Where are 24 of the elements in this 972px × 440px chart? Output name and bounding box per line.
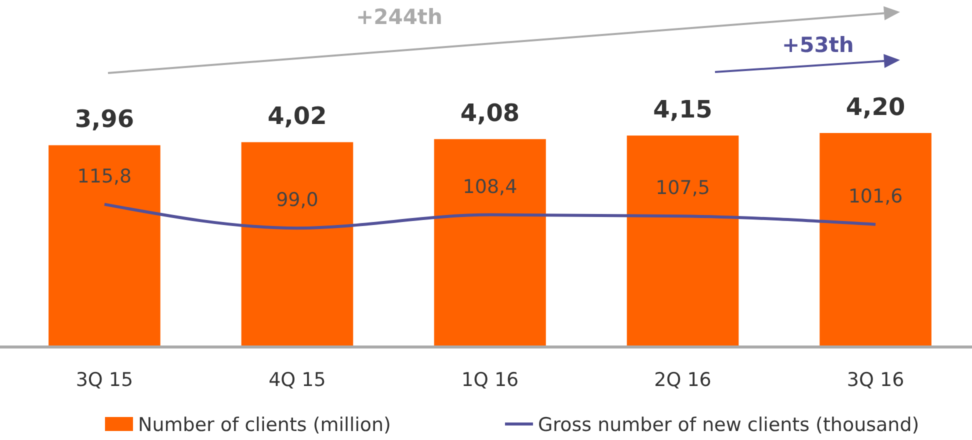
data-label: 4,02 [268,102,327,130]
x-tick-label: 4Q 15 [268,369,326,391]
legend-label: Gross number of new clients (thousand) [538,414,920,436]
data-label: 3,96 [74,105,134,134]
bar [48,145,160,347]
text: +53th [782,33,854,57]
bar [820,133,932,347]
legend-label: Number of clients (million) [138,414,391,436]
bar [434,139,546,347]
bar [241,142,354,347]
data-label: 115,8 [77,165,132,188]
data-label: 101,6 [848,185,903,208]
x-tick-label: 2Q 16 [654,369,712,391]
data-label: 4,15 [653,96,712,124]
data-label: 4,08 [460,99,520,128]
bar [626,136,739,347]
text: +244th [356,5,442,29]
data-label: 108,4 [462,176,518,198]
x-tick-label: 3Q 16 [846,369,904,391]
x-tick-label: 1Q 16 [461,369,519,391]
x-tick-label: 3Q 15 [76,369,134,391]
data-label: 99,0 [276,189,318,212]
data-label: 107,5 [656,177,710,200]
data-label: 4,20 [846,93,906,121]
